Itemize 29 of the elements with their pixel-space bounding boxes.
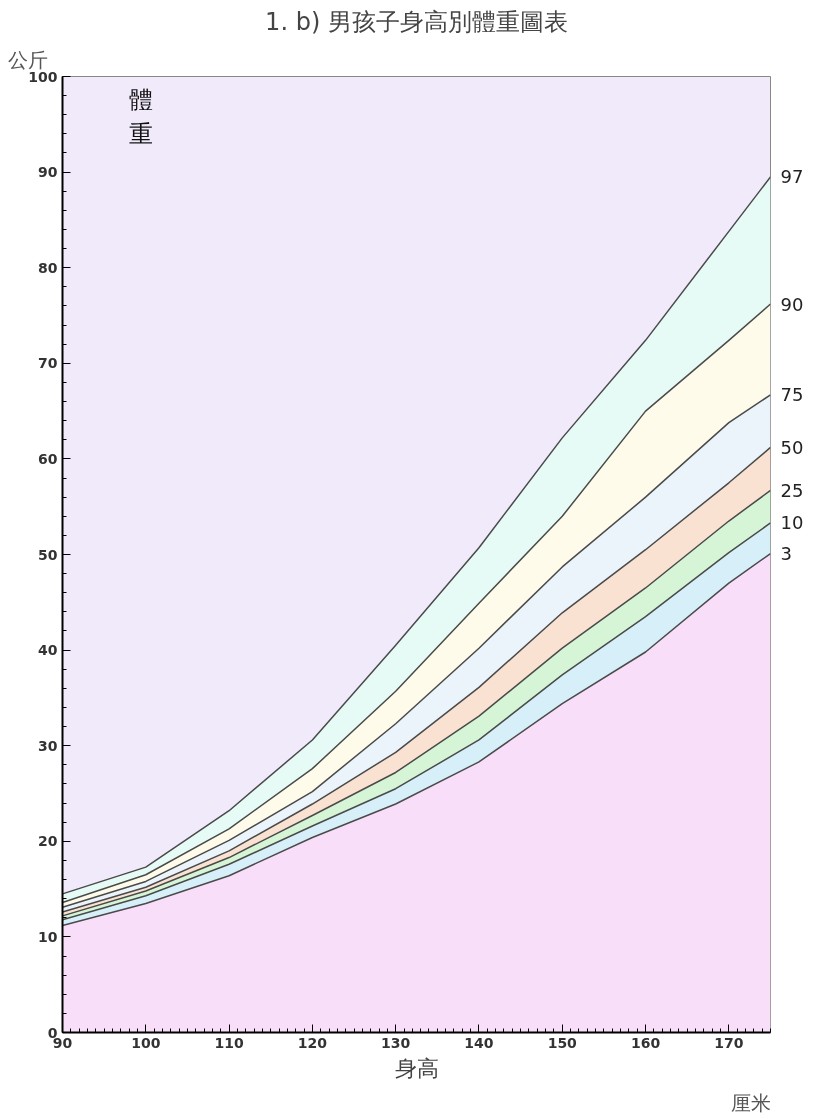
y-tick-label: 30 — [38, 737, 58, 754]
y-tick-label: 20 — [38, 833, 58, 850]
series-label: 50 — [780, 436, 804, 458]
series-label: 75 — [780, 384, 804, 406]
x-tick-label: 120 — [297, 1034, 328, 1051]
y-axis-title: 體重 — [129, 86, 154, 148]
text: 公斤 — [7, 47, 48, 72]
x-tick-label: 170 — [714, 1034, 744, 1051]
series-label: 10 — [780, 512, 804, 534]
x-tick-label: 140 — [464, 1034, 494, 1051]
y-tick-label: 80 — [38, 259, 58, 276]
x-tick-label: 150 — [547, 1034, 578, 1051]
x-axis-title: 身高 — [394, 1055, 439, 1081]
series-label: 3 — [780, 543, 792, 565]
series-label: 25 — [780, 479, 804, 501]
x-tick-label: 100 — [131, 1034, 161, 1051]
x-tick-label: 160 — [630, 1034, 661, 1051]
y-tick-label: 50 — [38, 546, 58, 563]
y-tick-label: 60 — [38, 450, 58, 467]
x-tick-label: 110 — [214, 1034, 244, 1051]
y-tick-label: 10 — [38, 928, 58, 945]
text: 厘米 — [730, 1090, 771, 1115]
x-tick-label: 130 — [381, 1034, 411, 1051]
y-tick-label: 40 — [38, 642, 58, 659]
y-tick-label: 70 — [38, 355, 58, 372]
series-label: 90 — [780, 293, 804, 315]
chart-title: 1. b) 男孩子身高別體重圖表 — [265, 7, 568, 36]
series-label: 97 — [780, 166, 804, 188]
y-tick-label: 90 — [38, 164, 58, 181]
